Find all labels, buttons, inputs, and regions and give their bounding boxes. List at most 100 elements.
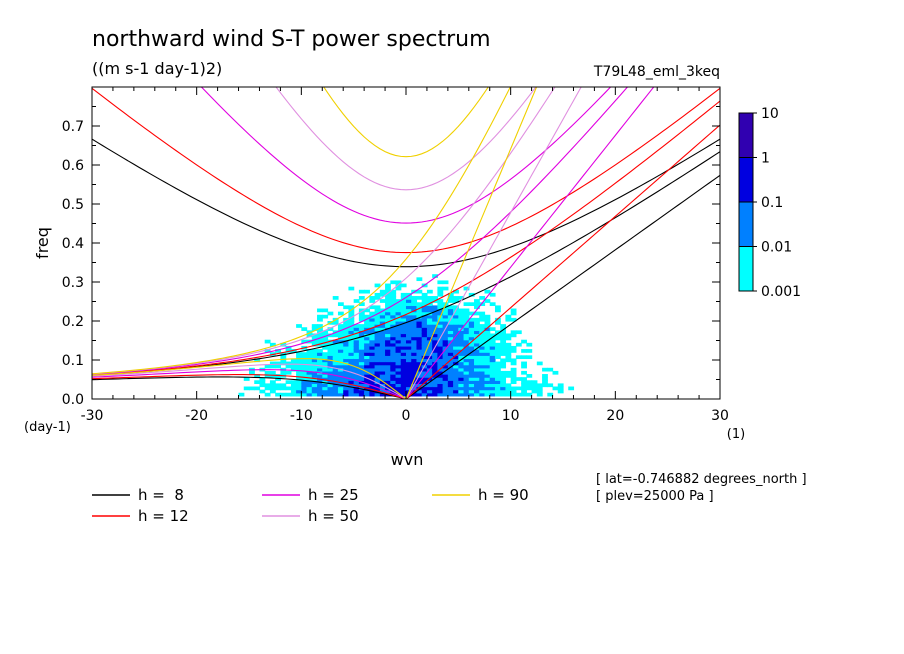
spectral-cell — [468, 330, 475, 335]
inertia-gravity-curve — [323, 87, 489, 158]
spectral-cell — [437, 317, 444, 322]
spectral-cell — [442, 374, 449, 378]
spectral-cell — [484, 289, 491, 294]
spectral-cell — [374, 283, 381, 288]
spectral-cell — [311, 386, 318, 391]
spectral-cell — [264, 383, 271, 388]
spectral-cell — [484, 358, 491, 363]
spectral-cell — [364, 321, 370, 325]
spectral-cell — [406, 305, 412, 310]
spectral-cell — [474, 370, 480, 375]
spectral-cell — [317, 374, 323, 378]
spectral-cell — [463, 324, 470, 328]
spectral-cell — [510, 386, 517, 391]
spectral-cell — [411, 345, 418, 350]
spectral-cell — [526, 355, 533, 360]
spectral-cell — [390, 383, 397, 388]
spectral-cell — [400, 324, 407, 328]
spectral-cell — [479, 392, 486, 397]
spectral-cell — [364, 361, 370, 366]
spectral-cell — [306, 370, 313, 375]
spectral-cell — [280, 361, 287, 366]
spectral-cell — [442, 339, 449, 344]
spectral-cell — [479, 296, 486, 300]
spectral-cell — [500, 324, 507, 328]
spectral-cell — [353, 358, 360, 363]
spectral-cell — [374, 314, 381, 319]
spectral-cell — [369, 305, 376, 310]
spectral-cell — [437, 380, 444, 384]
spectral-cell — [400, 383, 407, 388]
spectral-cell — [400, 311, 407, 316]
spectral-cell — [348, 330, 355, 335]
spectral-cell — [275, 361, 281, 366]
spectral-cell — [458, 345, 465, 350]
spectral-cell — [374, 364, 381, 369]
legend-label: h = 12 — [138, 507, 189, 525]
spectral-cell — [411, 311, 418, 316]
spectral-cell — [327, 355, 334, 360]
spectral-cell — [322, 367, 329, 372]
spectral-cell — [364, 370, 370, 375]
spectral-cell — [411, 339, 418, 344]
spectral-cell — [390, 292, 397, 297]
spectral-cell — [395, 352, 402, 356]
spectral-cell — [510, 308, 517, 313]
spectral-cell — [484, 336, 491, 341]
y-tick-label: 0.0 — [62, 392, 84, 408]
spectral-cell — [453, 299, 459, 303]
spectral-cell — [275, 392, 281, 397]
spectral-cell — [515, 342, 522, 347]
spectral-cell — [400, 380, 407, 384]
spectral-cell — [379, 311, 386, 316]
spectral-cell — [364, 349, 370, 353]
spectral-cell — [364, 358, 370, 363]
spectral-cell — [489, 336, 496, 341]
spectral-cell — [406, 308, 412, 313]
spectral-cell — [442, 386, 449, 391]
spectral-cell — [317, 392, 323, 397]
spectral-cell — [390, 377, 397, 381]
spectral-cell — [374, 352, 381, 356]
spectral-cell — [474, 355, 480, 360]
spectral-cell — [432, 349, 438, 353]
spectral-cell — [411, 367, 418, 372]
spectral-cell — [358, 352, 365, 356]
spectral-cell — [243, 386, 250, 391]
spectral-cell — [437, 383, 444, 388]
spectral-cell — [521, 355, 527, 360]
spectral-cell — [353, 367, 360, 372]
spectral-cell — [489, 339, 496, 344]
spectral-cell — [348, 389, 355, 394]
spectral-cell — [400, 374, 407, 378]
spectral-cell — [390, 327, 397, 331]
spectral-cell — [400, 386, 407, 391]
spectral-cell — [290, 380, 297, 384]
spectral-cell — [442, 383, 449, 388]
spectral-cell — [416, 314, 423, 319]
x-tick-label: 20 — [606, 408, 624, 424]
spectral-cell — [322, 333, 329, 338]
spectral-cell — [337, 345, 344, 350]
spectral-cell — [426, 305, 433, 310]
spectral-cell — [489, 392, 496, 397]
spectral-cell — [406, 377, 412, 381]
spectral-cell — [432, 342, 438, 347]
x-axis: -30 -20 -10 0 10 20 30 — [81, 87, 729, 424]
spectral-cell — [306, 361, 313, 366]
spectral-cell — [311, 380, 318, 384]
spectral-cell — [269, 374, 276, 378]
legend-label: h = 8 — [138, 486, 184, 504]
spectral-cell — [463, 383, 470, 388]
spectral-cell — [526, 342, 533, 347]
spectral-cell — [348, 317, 355, 322]
spectral-cell — [337, 355, 344, 360]
spectral-cell — [474, 349, 480, 353]
spectral-cell — [416, 342, 423, 347]
spectral-cell — [317, 383, 323, 388]
spectral-cell — [426, 330, 433, 335]
spectral-cell — [374, 383, 381, 388]
spectral-cell — [426, 349, 433, 353]
spectral-cell — [406, 386, 412, 391]
spectral-cell — [332, 358, 339, 363]
